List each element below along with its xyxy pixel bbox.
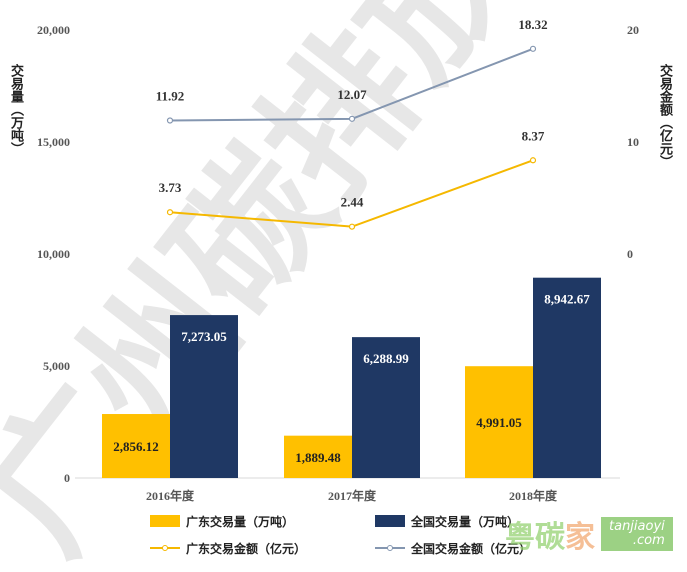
logo-text: 粤碳家 — [505, 520, 595, 555]
bar-data-label: 7,273.05 — [181, 329, 227, 344]
x-tick-label: 2016年度 — [146, 488, 195, 503]
line-data-label: 8.37 — [522, 128, 545, 143]
line-data-label: 2.44 — [341, 195, 364, 210]
legend-label: 全国交易金额（亿元） — [410, 541, 531, 556]
y-tick-label: 0 — [64, 471, 70, 485]
y2-tick-label: 10 — [627, 135, 639, 149]
bar-guangdong — [465, 366, 533, 478]
line-data-label: 3.73 — [159, 180, 182, 195]
x-tick-label: 2018年度 — [509, 488, 558, 503]
y-tick-label: 20,000 — [37, 23, 70, 37]
y2-tick-label: 0 — [627, 247, 633, 261]
y-axis-label: 交易量（万吨） — [8, 64, 23, 155]
bar-data-label: 8,942.67 — [544, 292, 590, 307]
line-data-label: 11.92 — [156, 88, 185, 103]
line-point — [166, 117, 174, 124]
bar-data-label: 4,991.05 — [476, 415, 522, 430]
bar-national — [352, 337, 420, 478]
line-point — [348, 115, 356, 122]
bar-national — [533, 277, 601, 478]
line-data-label: 18.32 — [518, 17, 547, 32]
bar-data-label: 1,889.48 — [295, 450, 341, 465]
y-tick-label: 5,000 — [43, 359, 70, 373]
line-series — [169, 159, 534, 228]
line-data-label: 12.07 — [337, 87, 367, 102]
line-point — [529, 45, 537, 52]
bar-data-label: 6,288.99 — [363, 351, 409, 366]
legend-marker — [162, 545, 168, 551]
legend-label: 广东交易金额（亿元） — [186, 541, 306, 556]
y-tick-label: 10,000 — [37, 247, 70, 261]
y2-tick-label: 20 — [627, 23, 639, 37]
legend-label: 广东交易量（万吨） — [186, 514, 294, 529]
bar-national — [170, 315, 238, 478]
line-point — [529, 157, 537, 164]
line-point — [166, 209, 174, 216]
bar-guangdong — [102, 414, 170, 478]
legend-label: 全国交易量（万吨） — [410, 514, 519, 529]
bar-guangdong — [284, 435, 352, 478]
bar-data-label: 2,856.12 — [113, 439, 159, 454]
logo-site: tanjiaoyi .com — [601, 517, 673, 551]
line-series — [169, 47, 534, 122]
y2-axis-label: 交易金额（亿元） — [657, 64, 672, 168]
legend-marker — [387, 545, 393, 551]
line-point — [348, 223, 356, 230]
legend-swatch — [375, 515, 405, 527]
x-tick-label: 2017年度 — [328, 488, 377, 503]
logo: 粤碳家 tanjiaoyi .com — [505, 512, 673, 556]
legend-swatch — [150, 515, 180, 527]
y-tick-label: 15,000 — [37, 135, 70, 149]
